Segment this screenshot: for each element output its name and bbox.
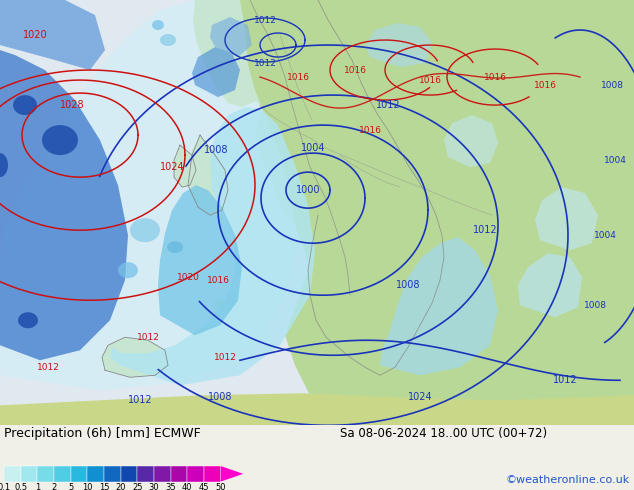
Text: 1008: 1008 <box>204 145 228 155</box>
Text: 1012: 1012 <box>254 16 276 24</box>
Polygon shape <box>312 113 342 190</box>
Text: 1020: 1020 <box>23 30 48 40</box>
Polygon shape <box>0 50 128 360</box>
Text: 1016: 1016 <box>287 73 309 81</box>
Text: 1016: 1016 <box>207 276 230 285</box>
Polygon shape <box>174 145 196 187</box>
Polygon shape <box>167 241 183 253</box>
Text: Sa 08-06-2024 18..00 UTC (00+72): Sa 08-06-2024 18..00 UTC (00+72) <box>340 427 547 441</box>
Polygon shape <box>210 17 252 57</box>
Text: 45: 45 <box>198 483 209 490</box>
Polygon shape <box>221 466 244 482</box>
Polygon shape <box>485 0 634 425</box>
Text: 1012: 1012 <box>37 363 60 372</box>
Text: ©weatheronline.co.uk: ©weatheronline.co.uk <box>506 475 630 485</box>
Text: 10: 10 <box>82 483 93 490</box>
Text: 1016: 1016 <box>418 75 441 85</box>
Polygon shape <box>152 20 164 30</box>
Text: 40: 40 <box>182 483 193 490</box>
Bar <box>54 466 70 482</box>
Bar <box>37 466 54 482</box>
Text: 35: 35 <box>165 483 176 490</box>
Text: 1024: 1024 <box>160 162 184 172</box>
Text: 1016: 1016 <box>484 73 507 81</box>
Text: 2: 2 <box>51 483 56 490</box>
Polygon shape <box>305 0 445 370</box>
Text: 1004: 1004 <box>593 231 616 240</box>
Text: 1008: 1008 <box>583 301 607 310</box>
Polygon shape <box>444 115 498 167</box>
Text: 15: 15 <box>99 483 109 490</box>
Text: 50: 50 <box>216 483 226 490</box>
Text: 5: 5 <box>68 483 74 490</box>
Text: 0.5: 0.5 <box>14 483 27 490</box>
Text: 25: 25 <box>132 483 143 490</box>
Polygon shape <box>118 262 138 278</box>
Text: 1012: 1012 <box>473 225 497 235</box>
Polygon shape <box>365 23 432 67</box>
Bar <box>120 466 138 482</box>
Polygon shape <box>192 47 240 97</box>
Polygon shape <box>0 0 295 391</box>
Text: 1020: 1020 <box>176 273 200 282</box>
Text: 1012: 1012 <box>254 58 276 68</box>
Polygon shape <box>110 107 315 385</box>
Text: 1008: 1008 <box>208 392 232 402</box>
Text: 20: 20 <box>115 483 126 490</box>
Bar <box>4 466 21 482</box>
Polygon shape <box>188 135 228 215</box>
Text: 1004: 1004 <box>604 156 626 165</box>
Bar <box>204 466 221 482</box>
Text: 1028: 1028 <box>60 100 84 110</box>
Text: 0.1: 0.1 <box>0 483 11 490</box>
Text: 1012: 1012 <box>376 100 400 110</box>
Text: 1: 1 <box>35 483 40 490</box>
Text: 1016: 1016 <box>344 66 366 74</box>
Text: 1008: 1008 <box>396 280 420 290</box>
Text: 1012: 1012 <box>214 353 236 362</box>
Polygon shape <box>158 185 242 335</box>
Text: 1024: 1024 <box>408 392 432 402</box>
Polygon shape <box>518 253 582 317</box>
Polygon shape <box>535 187 598 250</box>
Polygon shape <box>244 0 310 117</box>
Text: 1000: 1000 <box>295 185 320 195</box>
Polygon shape <box>130 218 160 242</box>
Polygon shape <box>248 0 634 425</box>
Polygon shape <box>0 393 634 425</box>
Text: 1016: 1016 <box>533 80 557 90</box>
Text: 30: 30 <box>149 483 159 490</box>
Polygon shape <box>18 312 38 328</box>
Polygon shape <box>358 115 410 187</box>
Polygon shape <box>160 34 176 46</box>
Polygon shape <box>42 125 78 155</box>
Bar <box>87 466 104 482</box>
Bar <box>70 466 87 482</box>
Bar <box>104 466 120 482</box>
Bar <box>154 466 171 482</box>
Bar <box>138 466 154 482</box>
Bar <box>171 466 187 482</box>
Text: 1012: 1012 <box>553 375 578 385</box>
Polygon shape <box>13 95 37 115</box>
Polygon shape <box>213 298 228 312</box>
Polygon shape <box>102 337 168 377</box>
Text: 1016: 1016 <box>358 125 382 135</box>
Text: 1004: 1004 <box>301 143 325 153</box>
Polygon shape <box>0 0 105 70</box>
Text: 1008: 1008 <box>600 80 623 90</box>
Bar <box>187 466 204 482</box>
Polygon shape <box>398 0 505 385</box>
Polygon shape <box>0 153 8 177</box>
Polygon shape <box>380 237 498 375</box>
Text: 1012: 1012 <box>136 333 159 342</box>
Polygon shape <box>193 0 285 107</box>
Bar <box>21 466 37 482</box>
Text: 1012: 1012 <box>127 395 152 405</box>
Text: Precipitation (6h) [mm] ECMWF: Precipitation (6h) [mm] ECMWF <box>4 427 201 441</box>
